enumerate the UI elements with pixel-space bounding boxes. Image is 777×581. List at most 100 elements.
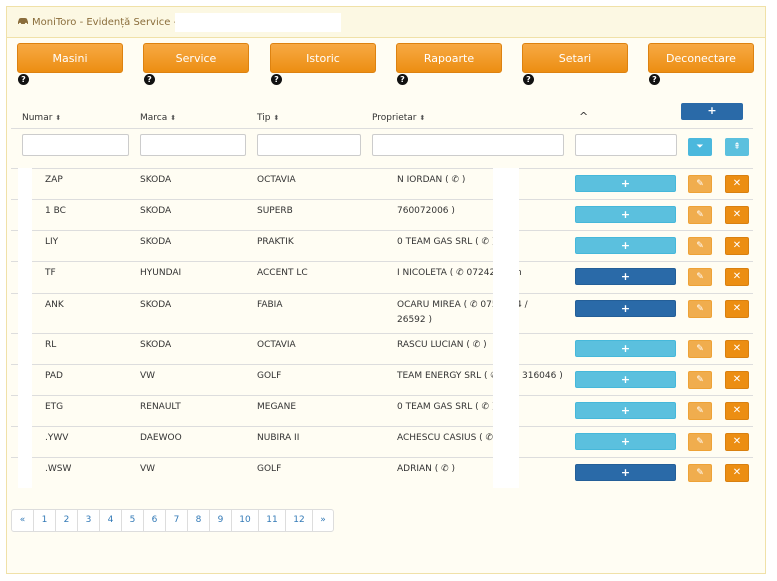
title-blank-field bbox=[175, 13, 341, 32]
nav-button-service[interactable]: Service bbox=[143, 43, 249, 73]
delete-button[interactable]: ✕ bbox=[725, 300, 749, 318]
cell-numar: ETG bbox=[45, 402, 64, 412]
column-header-marca[interactable]: Marca ⬍ bbox=[140, 113, 177, 123]
cell-numar: ANK bbox=[45, 300, 64, 310]
column-header-numar[interactable]: Numar ⬍ bbox=[22, 113, 62, 123]
delete-button[interactable]: ✕ bbox=[725, 237, 749, 255]
page-link[interactable]: » bbox=[312, 510, 333, 531]
filter-input[interactable] bbox=[22, 134, 129, 156]
delete-button[interactable]: ✕ bbox=[725, 402, 749, 420]
cell-proprietar: RASCU LUCIAN ( ✆ ) bbox=[397, 340, 487, 350]
panel-header: MoniToro - Evidență Service - bbox=[7, 7, 765, 38]
delete-button[interactable]: ✕ bbox=[725, 206, 749, 224]
filter-input[interactable] bbox=[575, 134, 677, 156]
page-link[interactable]: 10 bbox=[231, 510, 258, 531]
cell-tip: OCTAVIA bbox=[257, 175, 296, 185]
table-row: LIY SKODA PRAKTIK 0 TEAM GAS SRL ( ✆ ) + ✎ ✕ bbox=[11, 230, 753, 262]
page-link[interactable]: 8 bbox=[187, 510, 209, 531]
add-service-button[interactable]: + bbox=[575, 402, 676, 419]
sort-icon: ⬍ bbox=[55, 114, 62, 122]
column-header-proprietar[interactable]: Proprietar ⬍ bbox=[372, 113, 426, 123]
cell-numar: ZAP bbox=[45, 175, 63, 185]
delete-button[interactable]: ✕ bbox=[725, 175, 749, 193]
page-link[interactable]: 1 bbox=[33, 510, 55, 531]
page-link[interactable]: 11 bbox=[258, 510, 285, 531]
nav-button-masini[interactable]: Masini bbox=[17, 43, 123, 73]
add-service-button[interactable]: + bbox=[575, 371, 676, 388]
table-row: PAD VW GOLF TEAM ENERGY SRL ( ✆ + ✎ ✕ bbox=[11, 364, 753, 396]
nav-button-deconectare[interactable]: Deconectare bbox=[648, 43, 754, 73]
nav-button-setari[interactable]: Setari bbox=[522, 43, 628, 73]
delete-button[interactable]: ✕ bbox=[725, 268, 749, 286]
add-service-button[interactable]: + bbox=[575, 237, 676, 254]
table-row: TF HYUNDAI ACCENT LC I NICOLETA ( ✆ 072422 +… bbox=[11, 261, 753, 294]
filter-input[interactable] bbox=[140, 134, 246, 156]
cell-marca: SKODA bbox=[140, 175, 172, 185]
edit-button[interactable]: ✎ bbox=[688, 206, 712, 224]
cell-overflow: 4 / bbox=[516, 300, 528, 310]
add-service-button[interactable]: + bbox=[575, 300, 676, 317]
cell-marca: SKODA bbox=[140, 340, 172, 350]
edit-button[interactable]: ✎ bbox=[688, 433, 712, 451]
edit-button[interactable]: ✎ bbox=[688, 300, 712, 318]
delete-button[interactable]: ✕ bbox=[725, 371, 749, 389]
edit-button[interactable]: ✎ bbox=[688, 175, 712, 193]
nav-button-rapoarte[interactable]: Rapoarte bbox=[396, 43, 502, 73]
cell-tip: SUPERB bbox=[257, 206, 293, 216]
car-icon bbox=[18, 18, 28, 25]
help-icon[interactable]: ? bbox=[649, 74, 660, 85]
page-link[interactable]: 9 bbox=[209, 510, 231, 531]
cell-tip: FABIA bbox=[257, 300, 283, 310]
sort-icon: ⬍ bbox=[273, 114, 280, 122]
masked-column bbox=[493, 168, 519, 488]
cell-tip: GOLF bbox=[257, 371, 282, 381]
filter-button[interactable]: ⏷ bbox=[688, 138, 712, 156]
help-icon[interactable]: ? bbox=[397, 74, 408, 85]
column-header-tip[interactable]: Tip ⬍ bbox=[257, 113, 280, 123]
filter-input[interactable] bbox=[372, 134, 564, 156]
edit-button[interactable]: ✎ bbox=[688, 464, 712, 482]
add-service-button[interactable]: + bbox=[575, 268, 676, 285]
edit-button[interactable]: ✎ bbox=[688, 402, 712, 420]
page-link[interactable]: 2 bbox=[55, 510, 77, 531]
filter-input[interactable] bbox=[257, 134, 361, 156]
edit-button[interactable]: ✎ bbox=[688, 340, 712, 358]
help-icon[interactable]: ? bbox=[18, 74, 29, 85]
delete-button[interactable]: ✕ bbox=[725, 464, 749, 482]
page-link[interactable]: 3 bbox=[77, 510, 99, 531]
sort-icon: ⬍ bbox=[170, 114, 177, 122]
add-service-button[interactable]: + bbox=[575, 464, 676, 481]
page-link[interactable]: 5 bbox=[121, 510, 143, 531]
page-link[interactable]: 6 bbox=[143, 510, 165, 531]
delete-button[interactable]: ✕ bbox=[725, 340, 749, 358]
cell-proprietar: 760072006 ) bbox=[397, 206, 455, 216]
table-row: .YWV DAEWOO NUBIRA II ACHESCU CASIUS ( ✆ + ✎ ✕ bbox=[11, 426, 753, 458]
edit-button[interactable]: ✎ bbox=[688, 237, 712, 255]
cell-tip: PRAKTIK bbox=[257, 237, 294, 247]
page-link[interactable]: « bbox=[19, 515, 26, 525]
edit-button[interactable]: ✎ bbox=[688, 268, 712, 286]
cell-proprietar: ADRIAN ( ✆ ) bbox=[397, 464, 456, 474]
add-car-button[interactable]: + bbox=[681, 103, 743, 120]
cell-tip: NUBIRA II bbox=[257, 433, 300, 443]
page-link[interactable]: 4 bbox=[99, 510, 121, 531]
page-link[interactable]: 7 bbox=[165, 510, 187, 531]
cell-marca: VW bbox=[140, 371, 156, 381]
help-icon[interactable]: ? bbox=[523, 74, 534, 85]
edit-button[interactable]: ✎ bbox=[688, 371, 712, 389]
add-service-button[interactable]: + bbox=[575, 206, 676, 223]
add-service-button[interactable]: + bbox=[575, 340, 676, 357]
help-icon[interactable]: ? bbox=[144, 74, 155, 85]
cell-numar: 1 BC bbox=[45, 206, 66, 216]
page-title: MoniToro - Evidență Service - bbox=[32, 17, 178, 28]
cell-proprietar: 0 TEAM GAS SRL ( ✆ ) bbox=[397, 402, 496, 412]
help-icon[interactable]: ? bbox=[271, 74, 282, 85]
add-service-button[interactable]: + bbox=[575, 433, 676, 450]
delete-button[interactable]: ✕ bbox=[725, 433, 749, 451]
page-link[interactable]: 12 bbox=[285, 510, 312, 531]
cell-proprietar: 0 TEAM GAS SRL ( ✆ ) bbox=[397, 237, 496, 247]
collapse-icon[interactable]: ^ bbox=[579, 110, 589, 123]
clear-filter-button[interactable]: ⇞ bbox=[725, 138, 749, 156]
add-service-button[interactable]: + bbox=[575, 175, 676, 192]
nav-button-istoric[interactable]: Istoric bbox=[270, 43, 376, 73]
